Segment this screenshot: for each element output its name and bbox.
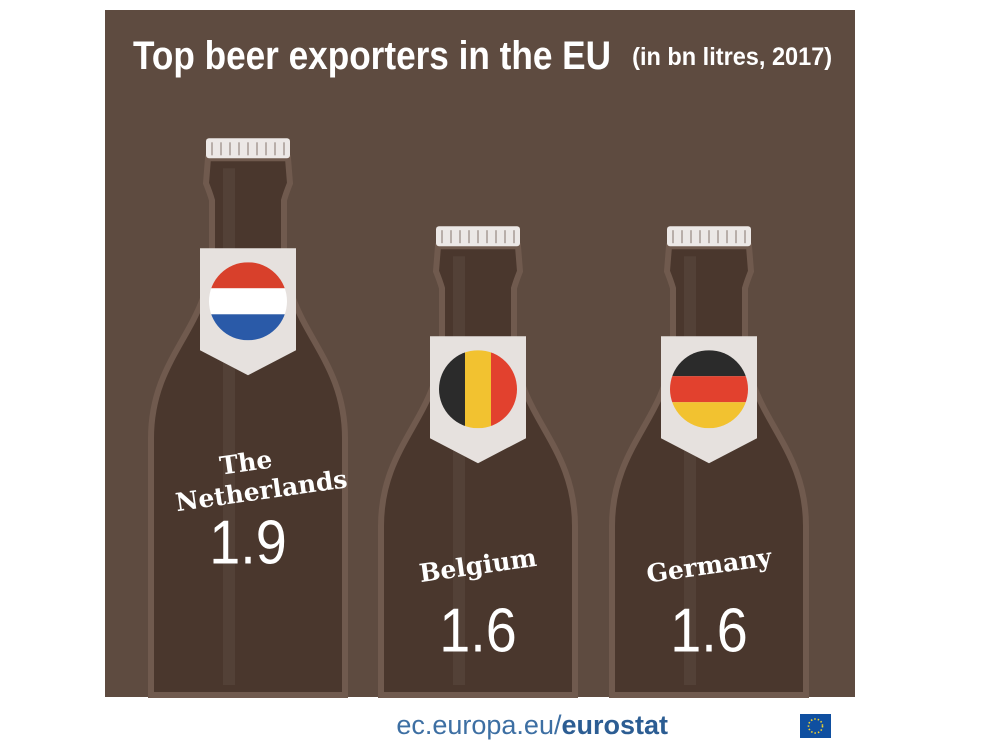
source-url: ec.europa.eu/ (396, 710, 562, 740)
value-label: 1.9 (209, 508, 287, 578)
flag-stripe (670, 376, 748, 403)
chart-title-line: Top beer exporters in the EU (in bn litr… (133, 34, 832, 78)
flag-stripe (209, 288, 287, 315)
chart-title: Top beer exporters in the EU (133, 34, 611, 78)
eu-flag (800, 714, 831, 738)
bottle (378, 243, 578, 698)
value-label: 1.6 (439, 596, 517, 666)
value-label: 1.6 (670, 596, 748, 666)
bottle (609, 243, 809, 698)
bottle (148, 155, 348, 698)
bottle-highlight (223, 168, 235, 686)
source: ec.europa.eu/eurostat (396, 710, 668, 740)
flag-stripe (465, 350, 491, 429)
chart-subtitle: (in bn litres, 2017) (632, 43, 832, 71)
source-brand: eurostat (561, 710, 668, 740)
